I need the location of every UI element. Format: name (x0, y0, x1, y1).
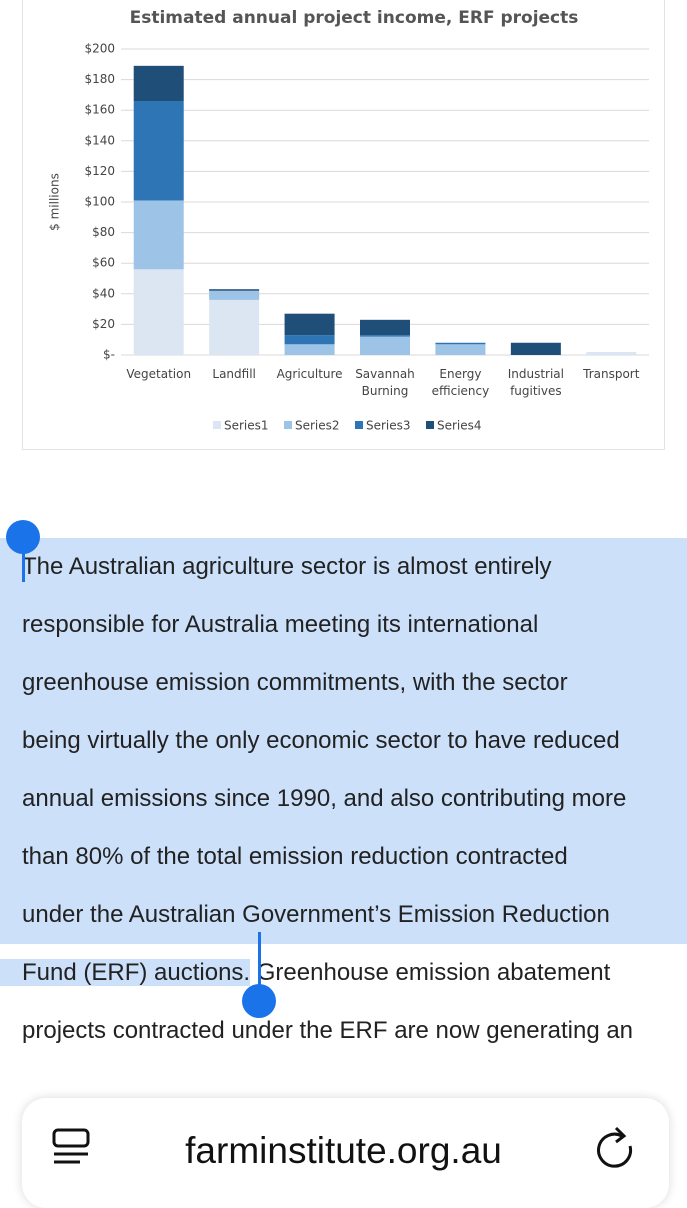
chart: Estimated annual project income, ERF pro… (48, 8, 649, 433)
x-tick-label: Energy efficiency (431, 367, 490, 398)
y-tick-label: $100 (84, 195, 115, 209)
y-tick-label: $- (103, 348, 115, 362)
selected-line: greenhouse emission commitments, with th… (0, 654, 687, 712)
x-tick-label: Savannah Burning (355, 367, 415, 398)
y-tick-label: $20 (92, 317, 115, 331)
bar-segment (209, 289, 260, 291)
bar-segment (284, 313, 335, 336)
bar-segment (360, 319, 410, 336)
y-tick-label: $140 (84, 133, 115, 147)
selected-line: than 80% of the total emission reduction… (0, 828, 687, 886)
bar-segment (284, 335, 335, 345)
selection-handle-knob[interactable] (242, 984, 276, 1018)
legend-swatch (355, 421, 363, 429)
bar-segment (133, 101, 184, 201)
selected-line: responsible for Australia meeting its in… (0, 596, 687, 654)
text: Greenhouse emission abatement (256, 959, 611, 986)
bar-segment (133, 200, 184, 270)
legend-label: Series2 (295, 419, 340, 433)
x-tick-label: Landfill (212, 367, 256, 381)
article: The Australian agriculture sector is alm… (0, 538, 687, 1060)
tabs-icon[interactable] (50, 1124, 110, 1184)
legend-label: Series1 (224, 419, 269, 433)
address-bar[interactable] (22, 1098, 669, 1208)
legend-label: Series4 (437, 419, 482, 433)
legend-label: Series3 (366, 419, 411, 433)
selection-handle[interactable] (22, 548, 25, 582)
y-tick-label: $120 (84, 164, 115, 178)
y-tick-label: $200 (84, 42, 115, 56)
selected-line: annual emissions since 1990, and also co… (0, 770, 687, 828)
bar-segment (435, 342, 486, 345)
x-tick-label: Vegetation (126, 367, 192, 381)
x-tick-label: Industrial fugitives (507, 367, 564, 398)
y-axis-label: $ millions (48, 173, 62, 231)
chart-box: Estimated annual project income, ERF pro… (22, 0, 665, 450)
selection-handle-knob[interactable] (6, 520, 40, 554)
selected-text: Fund (ERF) auctions. (0, 959, 251, 986)
url[interactable]: farminstitute.org.au (185, 1130, 502, 1171)
y-tick-label: $80 (92, 225, 115, 239)
bar-segment (360, 335, 410, 337)
y-tick-label: $160 (84, 103, 115, 117)
bar-segment (209, 290, 260, 300)
chart-title: Estimated annual project income, ERF pro… (130, 8, 579, 28)
x-tick-label: Agriculture (276, 367, 343, 381)
text-line: projects contracted under the ERF are no… (22, 1017, 634, 1044)
selected-line: The Australian agriculture sector is alm… (0, 538, 687, 596)
bar-segment (133, 269, 184, 355)
text-line: Fund (ERF) auctions. Greenhouse emission… (0, 944, 687, 1002)
bar-segment (133, 65, 184, 102)
bar-segment (284, 344, 335, 355)
legend-swatch (426, 421, 434, 429)
x-tick-label: Transport (583, 367, 640, 381)
legend-swatch (284, 421, 292, 429)
bar-segment (209, 299, 260, 355)
bar-segment (510, 342, 561, 355)
bar-segment (360, 336, 410, 355)
selection-handle[interactable] (258, 932, 261, 988)
bar-segment (435, 344, 486, 355)
reload-icon[interactable] (592, 1124, 652, 1184)
y-tick-label: $180 (84, 72, 115, 86)
y-tick-label: $60 (92, 256, 115, 270)
bar-segment (586, 351, 637, 355)
selected-line: under the Australian Government’s Emissi… (0, 886, 687, 944)
legend-swatch (213, 421, 221, 429)
selected-line: being virtually the only economic sector… (0, 712, 687, 770)
y-tick-label: $40 (92, 286, 115, 300)
